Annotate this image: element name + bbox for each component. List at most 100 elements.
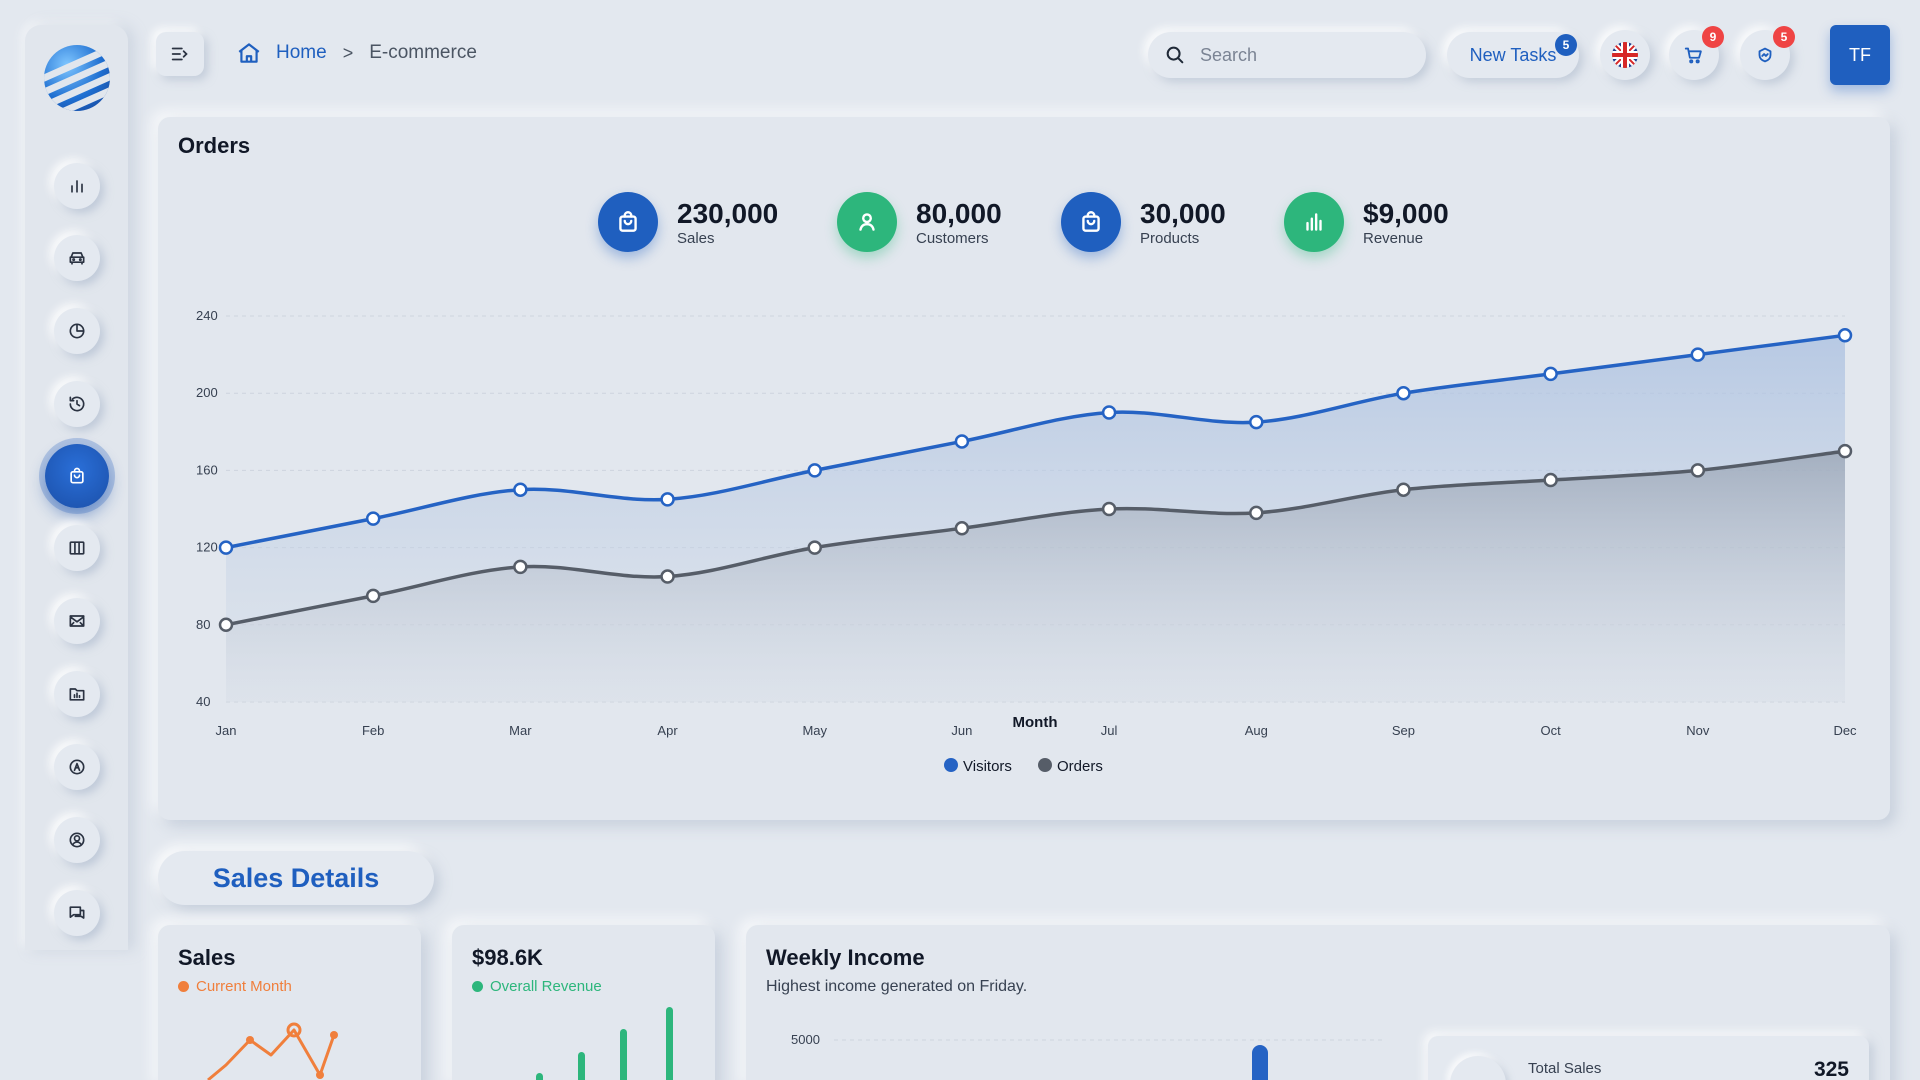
history-icon [69, 396, 85, 412]
stat-label: Products [1140, 229, 1200, 247]
x-axis-title: Month [1013, 714, 1058, 731]
stat-sales: 230,000 Sales [598, 192, 778, 252]
bar-friday [1252, 1045, 1268, 1080]
legend-label: Orders [1057, 758, 1103, 775]
breadcrumb-separator: > [342, 42, 354, 63]
sidebar-item-history[interactable] [54, 381, 100, 427]
mail-icon [69, 615, 85, 627]
sidebar-item-explore[interactable] [54, 744, 100, 790]
uk-flag-icon [1612, 42, 1638, 68]
orders-card: Orders 230,000 Sales 80,000 Customers 30… [158, 117, 1890, 820]
stat-value: 80,000 [916, 197, 1002, 229]
x-tick-label: Apr [657, 723, 678, 738]
shopping-bag-icon [619, 211, 637, 232]
data-point [218, 617, 234, 633]
revenue-card-subtitle: Overall Revenue [472, 978, 602, 995]
bar-chart-icon [1306, 213, 1322, 231]
x-tick-label: Sep [1392, 723, 1415, 738]
x-tick-label: Jul [1101, 723, 1118, 738]
data-point [1543, 366, 1558, 382]
data-point [1543, 472, 1558, 488]
sales-card-title: Sales [178, 945, 236, 970]
total-sales-value: 325 [1813, 1058, 1849, 1080]
search-box[interactable] [1148, 32, 1426, 78]
x-tick-label: Dec [1833, 723, 1857, 738]
x-tick-label: Feb [362, 723, 384, 738]
x-tick-label: Jun [951, 723, 972, 738]
sales-card: Sales Current Month [158, 925, 421, 1080]
weekly-income-title: Weekly Income [766, 945, 925, 970]
avatar[interactable]: TF [1830, 25, 1890, 85]
chart-icon [71, 180, 83, 193]
sidebar-item-chat[interactable] [54, 890, 100, 936]
data-point [1396, 385, 1411, 401]
revenue-card-title: $98.6K [472, 945, 543, 970]
stat-label: Sales [677, 229, 715, 247]
y-tick-label: 200 [196, 385, 218, 400]
menu-toggle-button[interactable] [156, 32, 204, 76]
revenue-card-subtitle-text: Overall Revenue [490, 978, 602, 995]
search-input[interactable] [1200, 44, 1400, 66]
stat-customers: 80,000 Customers [837, 192, 1002, 252]
data-point [513, 559, 528, 575]
shopping-bag-icon [70, 467, 84, 484]
sidebar-item-reports[interactable] [54, 308, 100, 354]
car-icon [69, 252, 85, 265]
brand-logo[interactable] [44, 45, 110, 111]
language-button[interactable] [1600, 30, 1650, 80]
status-dot [178, 981, 189, 992]
sales-card-subtitle: Current Month [178, 978, 292, 995]
total-sales-card: Total Sales 325 [1428, 1036, 1869, 1080]
sidebar-item-mail[interactable] [54, 598, 100, 644]
sidebar-item-vehicles[interactable] [54, 235, 100, 281]
stat-revenue: $9,000 Revenue [1284, 192, 1449, 252]
sidebar-item-tables[interactable] [54, 525, 100, 571]
data-point [660, 569, 675, 584]
data-point [513, 482, 528, 497]
search-icon [1166, 46, 1184, 64]
breadcrumb-home-link[interactable]: Home [276, 42, 327, 63]
data-point [1690, 347, 1706, 362]
sales-details-heading: Sales Details [158, 851, 434, 905]
data-point [807, 540, 822, 555]
data-point [365, 588, 381, 604]
shopping-bag-icon [1082, 211, 1100, 232]
data-point [1837, 328, 1853, 343]
series-area-orders [226, 451, 1845, 702]
sidebar-item-ecommerce[interactable] [45, 444, 109, 508]
data-point [660, 492, 675, 507]
legend-label: Visitors [963, 758, 1012, 775]
y-tick-label: 160 [196, 462, 218, 477]
data-point [1837, 443, 1853, 459]
series-line-orders [225, 449, 1846, 627]
sidebar-item-profile[interactable] [54, 817, 100, 863]
stat-value: 230,000 [677, 197, 779, 229]
total-sales-icon [1450, 1056, 1506, 1080]
pie-chart-icon [69, 323, 85, 339]
x-tick-label: Jan [216, 723, 237, 738]
legend-marker [1038, 758, 1052, 772]
compass-icon [69, 759, 85, 775]
data-point [1249, 414, 1264, 430]
data-point [218, 540, 234, 555]
series-line-visitors [225, 333, 1846, 550]
menu-toggle-icon [171, 47, 188, 61]
revenue-bars [536, 1007, 673, 1080]
notifications-badge: 5 [1773, 26, 1795, 48]
user-circle-icon [69, 832, 85, 848]
y-tick-label: 120 [196, 540, 218, 555]
home-icon[interactable] [236, 40, 262, 66]
data-point [1101, 501, 1117, 517]
breadcrumb: Home > E-commerce [236, 40, 477, 66]
grid-icon [69, 541, 85, 555]
data-point [807, 463, 822, 478]
y-tick-label: 40 [196, 694, 210, 709]
data-point [1396, 482, 1411, 497]
data-point [954, 521, 970, 536]
sidebar-item-analytics[interactable] [54, 163, 100, 209]
x-tick-label: May [802, 723, 827, 738]
new-tasks-label: New Tasks [1469, 44, 1557, 65]
sidebar-item-files[interactable] [54, 671, 100, 717]
sales-sparkline [207, 1022, 338, 1080]
breadcrumb-current: E-commerce [369, 42, 477, 63]
